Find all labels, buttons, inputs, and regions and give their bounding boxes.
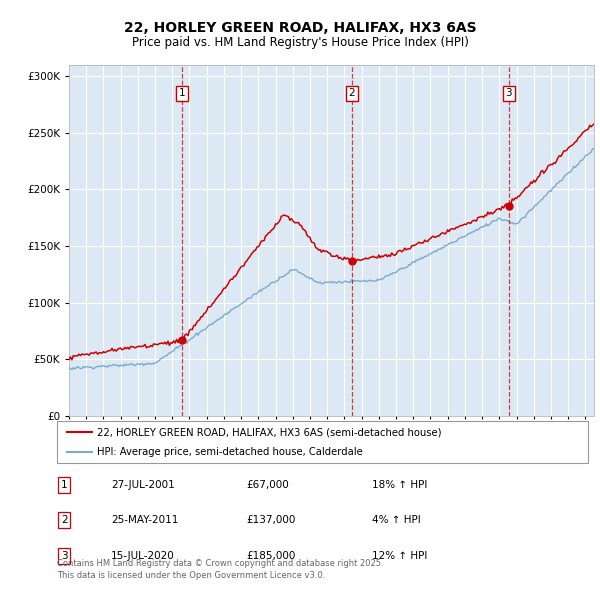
Text: 22, HORLEY GREEN ROAD, HALIFAX, HX3 6AS (semi-detached house): 22, HORLEY GREEN ROAD, HALIFAX, HX3 6AS …	[97, 427, 442, 437]
Text: 4% ↑ HPI: 4% ↑ HPI	[372, 516, 421, 525]
Text: 15-JUL-2020: 15-JUL-2020	[111, 551, 175, 560]
Text: HPI: Average price, semi-detached house, Calderdale: HPI: Average price, semi-detached house,…	[97, 447, 362, 457]
Text: 22, HORLEY GREEN ROAD, HALIFAX, HX3 6AS: 22, HORLEY GREEN ROAD, HALIFAX, HX3 6AS	[124, 21, 476, 35]
Text: 12% ↑ HPI: 12% ↑ HPI	[372, 551, 427, 560]
Text: 2: 2	[349, 88, 355, 98]
Text: 3: 3	[505, 88, 512, 98]
Text: 1: 1	[179, 88, 185, 98]
Text: 27-JUL-2001: 27-JUL-2001	[111, 480, 175, 490]
Text: 25-MAY-2011: 25-MAY-2011	[111, 516, 178, 525]
Text: £185,000: £185,000	[246, 551, 295, 560]
Text: £137,000: £137,000	[246, 516, 295, 525]
Text: 2: 2	[61, 516, 68, 525]
Text: Price paid vs. HM Land Registry's House Price Index (HPI): Price paid vs. HM Land Registry's House …	[131, 36, 469, 49]
Text: Contains HM Land Registry data © Crown copyright and database right 2025.
This d: Contains HM Land Registry data © Crown c…	[57, 559, 383, 580]
Text: £67,000: £67,000	[246, 480, 289, 490]
FancyBboxPatch shape	[57, 421, 588, 463]
Text: 3: 3	[61, 551, 68, 560]
Text: 1: 1	[61, 480, 68, 490]
Text: 18% ↑ HPI: 18% ↑ HPI	[372, 480, 427, 490]
